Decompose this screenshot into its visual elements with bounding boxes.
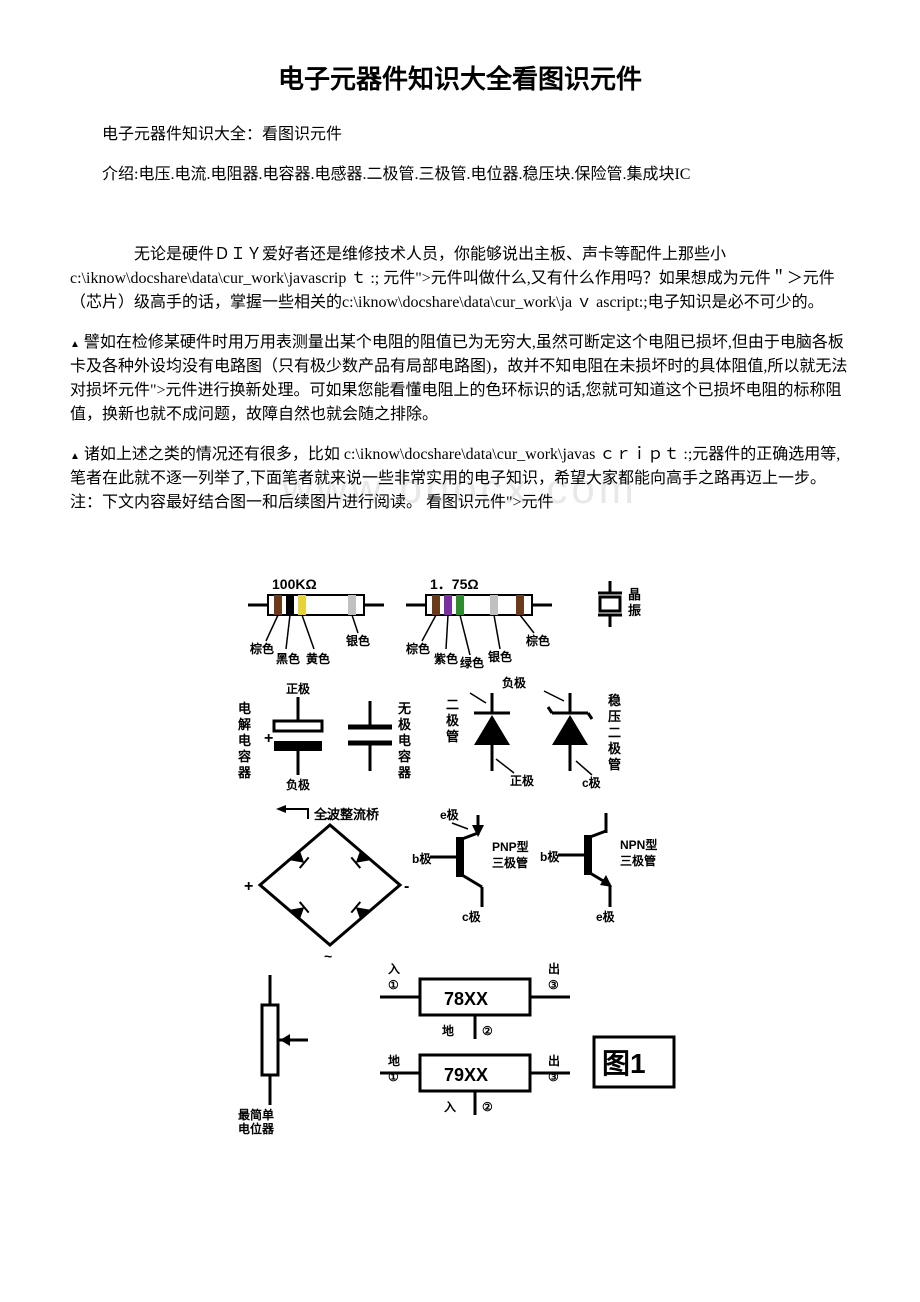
reg78-out2: ③: [548, 978, 559, 992]
reg78-gnd: 地: [442, 1023, 454, 1038]
subtitle: 电子元器件知识大全：看图识元件: [70, 123, 850, 147]
ecap-pos: 正极: [286, 681, 311, 696]
para1-text: 无论是硬件ＤＩＹ爱好者还是维修技术人员，你能够说出主板、声卡等配件上那些小 c:…: [70, 246, 835, 311]
zener-v3: 二: [608, 725, 621, 740]
ecap-plus: +: [264, 730, 273, 747]
npn-name1: NPN型: [620, 837, 657, 852]
bridge-bot: ~: [324, 948, 332, 964]
reg78-in: 入: [388, 962, 400, 976]
ncap-v4: 容: [397, 749, 411, 764]
res1-label: 100KΩ: [272, 576, 317, 592]
diode-neg: 负极: [502, 675, 527, 690]
reg79-out: 出: [548, 1053, 560, 1068]
res1-band1-label: 棕色: [249, 641, 274, 656]
ecap-v1: 电: [238, 701, 251, 716]
npn-e: e极: [596, 909, 616, 924]
zener-v5: 管: [608, 757, 621, 772]
res2-b5: 棕色: [525, 633, 550, 648]
para2-text: 譬如在检修某硬件时用万用表测量出某个电阻的阻值已为无穷大,虽然可断定这个电阻已损…: [70, 334, 847, 423]
ncap-v3: 电: [398, 733, 411, 748]
pnp-e: e极: [440, 807, 460, 822]
diagram-svg: 100KΩ 棕色 黑色 黄色 银色 1．75Ω: [230, 575, 690, 1135]
res1-band4-label: 银色: [346, 633, 370, 648]
bullet-icon: ▲: [70, 339, 80, 350]
pot-l1: 最简单: [238, 1107, 274, 1122]
figure-label: 图1: [602, 1048, 646, 1079]
pnp-name1: PNP型: [492, 839, 529, 854]
ecap-neg: 负极: [286, 777, 311, 792]
ecap-v2: 解: [237, 717, 251, 732]
zener-c: c极: [582, 775, 602, 790]
bridge-right: -: [404, 878, 409, 895]
ncap-v5: 器: [397, 765, 412, 780]
ecap-v4: 容: [237, 749, 251, 764]
zener-v4: 极: [608, 741, 622, 756]
paragraph-3: ▲ 诸如上述之类的情况还有很多，比如 c:\iknow\docshare\dat…: [70, 443, 850, 515]
para3-text: 诸如上述之类的情况还有很多，比如 c:\iknow\docshare\data\…: [70, 446, 840, 511]
pnp-c: c极: [462, 909, 482, 924]
ncap-v2: 极: [398, 717, 412, 732]
paragraph-1: 无论是硬件ＤＩＹ爱好者还是维修技术人员，你能够说出主板、声卡等配件上那些小 c:…: [70, 243, 850, 315]
bullet-icon: ▲: [70, 451, 80, 462]
pnp-name2: 三极管: [492, 855, 528, 870]
diode-pos: 正极: [510, 773, 535, 788]
diode-v3: 管: [446, 729, 459, 744]
reg79-gnd: 地: [388, 1053, 400, 1068]
crystal-l1: 晶: [628, 587, 641, 602]
res2-label: 1．75Ω: [430, 576, 479, 592]
ncap-v1: 无: [397, 701, 411, 716]
reg78-out: 出: [548, 961, 560, 976]
reg78-gnd2: ②: [482, 1024, 493, 1038]
ecap-v3: 电: [238, 733, 251, 748]
ecap-v5: 器: [237, 765, 252, 780]
reg78-name: 78XX: [444, 989, 488, 1009]
npn-name2: 三极管: [620, 853, 656, 868]
reg78-in2: ①: [388, 978, 399, 992]
circuit-diagram: 100KΩ 棕色 黑色 黄色 银色 1．75Ω: [230, 575, 690, 1143]
reg79-in2: ②: [482, 1100, 493, 1114]
res2-b3: 绿色: [460, 655, 484, 670]
diode-v2: 极: [446, 713, 460, 728]
reg79-in: 入: [444, 1100, 456, 1114]
pnp-b: b极: [412, 851, 432, 866]
res2-b1: 棕色: [405, 641, 430, 656]
reg79-name: 79XX: [444, 1065, 488, 1085]
paragraph-2: ▲ 譬如在检修某硬件时用万用表测量出某个电阻的阻值已为无穷大,虽然可断定这个电阻…: [70, 331, 850, 427]
bridge-left: +: [244, 878, 253, 895]
diode-v1: 二: [446, 697, 459, 712]
res2-b2: 紫色: [434, 651, 458, 666]
reg79-gnd2: ①: [388, 1070, 399, 1084]
zener-v1: 稳: [608, 693, 621, 708]
res1-band3-label: 黄色: [306, 651, 330, 666]
npn-b: b极: [540, 849, 560, 864]
page-title: 电子元器件知识大全看图识元件: [70, 60, 850, 99]
crystal-l2: 振: [628, 603, 641, 618]
bridge-top: ~: [324, 810, 332, 826]
pot-l2: 电位器: [238, 1121, 275, 1135]
res1-band2-label: 黑色: [276, 651, 300, 666]
zener-v2: 压: [608, 709, 621, 724]
reg79-out2: ③: [548, 1070, 559, 1084]
intro-line: 介绍:电压.电流.电阻器.电容器.电感器.二极管.三极管.电位器.稳压块.保险管…: [70, 163, 850, 187]
res2-b4: 银色: [488, 649, 512, 664]
